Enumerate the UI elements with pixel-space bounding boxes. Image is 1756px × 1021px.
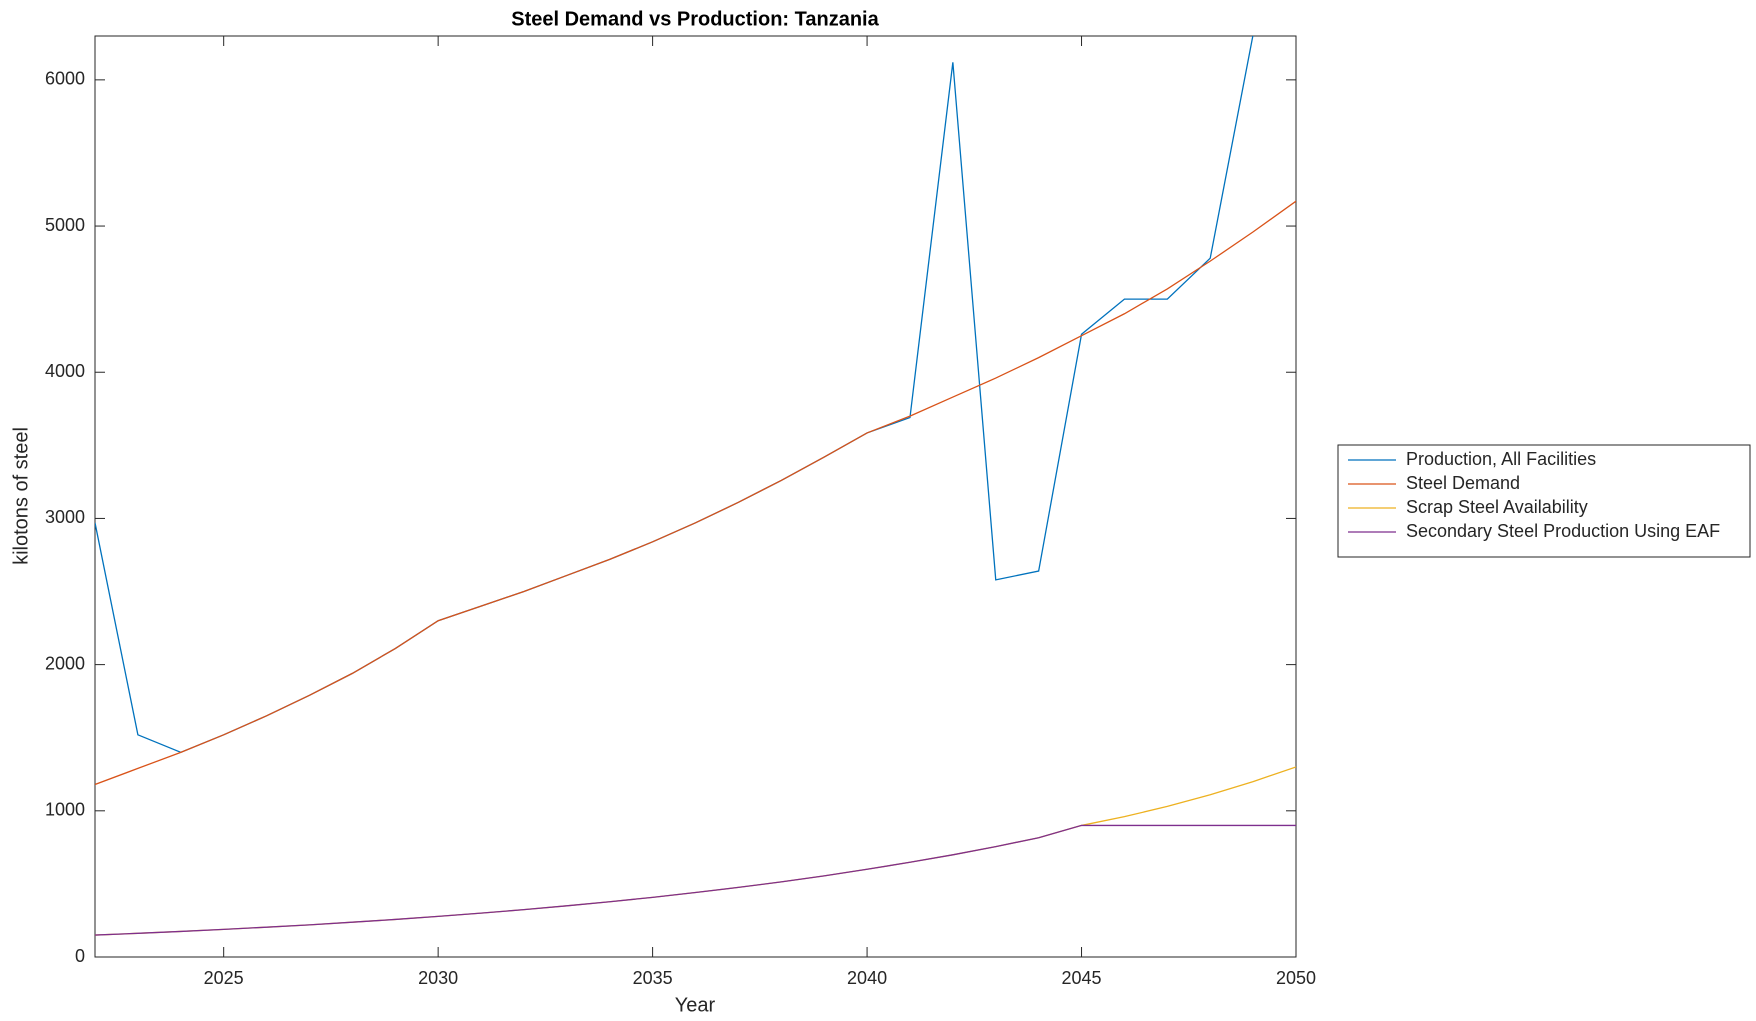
x-tick-label: 2030 xyxy=(418,968,458,988)
y-tick-label: 1000 xyxy=(45,800,85,820)
y-tick-label: 4000 xyxy=(45,361,85,381)
y-tick-label: 5000 xyxy=(45,215,85,235)
plot-area xyxy=(95,36,1296,936)
y-axis-label: kilotons of steel xyxy=(10,427,32,565)
x-tick-label: 2045 xyxy=(1062,968,1102,988)
x-axis-label: Year xyxy=(675,994,716,1016)
x-tick-label: 2035 xyxy=(633,968,673,988)
series-line xyxy=(95,36,1254,754)
series-line xyxy=(95,766,1296,936)
legend-label: Scrap Steel Availability xyxy=(1406,497,1588,517)
y-tick-label: 0 xyxy=(75,946,85,966)
x-tick-label: 2050 xyxy=(1276,968,1316,988)
y-tick-label: 3000 xyxy=(45,507,85,527)
legend-label: Secondary Steel Production Using EAF xyxy=(1406,521,1720,541)
legend-label: Steel Demand xyxy=(1406,473,1520,493)
legend-label: Production, All Facilities xyxy=(1406,449,1596,469)
y-tick-label: 6000 xyxy=(45,69,85,89)
legend-box xyxy=(1337,444,1751,558)
series-line xyxy=(95,200,1296,786)
x-tick-label: 2025 xyxy=(204,968,244,988)
y-tick-label: 2000 xyxy=(45,653,85,673)
plot-frame xyxy=(94,35,1297,958)
x-tick-label: 2040 xyxy=(847,968,887,988)
series-line xyxy=(95,824,1296,936)
chart-title: Steel Demand vs Production: Tanzania xyxy=(511,8,879,30)
